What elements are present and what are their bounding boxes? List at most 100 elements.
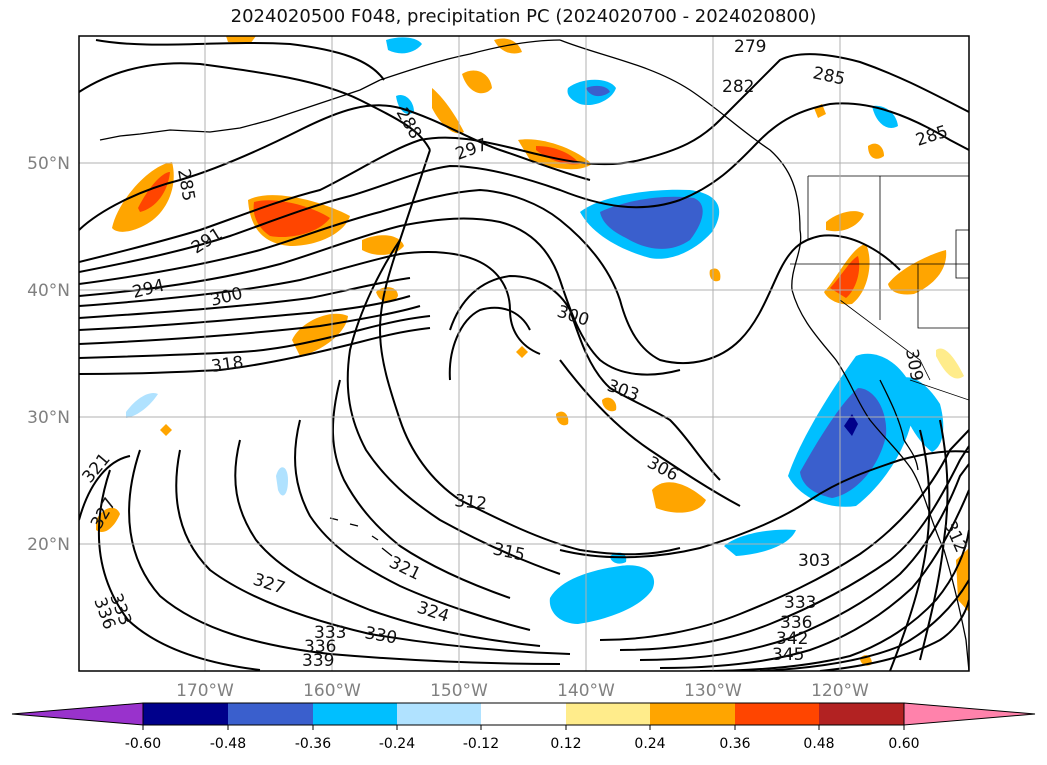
colorbar-frame	[142, 702, 905, 726]
precip-positive-region	[709, 268, 721, 282]
contour-line	[346, 239, 561, 575]
precip-negative-region	[898, 377, 944, 452]
precip-positive-region	[376, 287, 398, 303]
colorbar-segment	[735, 703, 819, 725]
alaska-coast	[379, 39, 561, 81]
contour-line	[79, 315, 431, 359]
precip-negative-region	[276, 467, 288, 496]
contour-line	[449, 274, 721, 481]
colorbar-segment	[650, 703, 735, 725]
colorbar-tick-label: 0.48	[803, 736, 834, 752]
state-border	[839, 299, 931, 381]
contour-line	[699, 529, 969, 671]
colorbar-segment	[313, 703, 397, 725]
contour-label: 339	[302, 651, 334, 671]
us-mexico-border	[909, 379, 969, 401]
contour-line	[79, 217, 681, 376]
precip-negative-region	[386, 37, 422, 54]
contour-line	[79, 102, 969, 273]
contour-line	[599, 429, 969, 641]
colorbar-tick-label: 0.60	[888, 736, 919, 752]
contour-line	[175, 449, 571, 655]
lon-label: 120°W	[811, 681, 869, 701]
contour-line	[98, 469, 261, 671]
state-border	[955, 229, 969, 279]
precip-positive-core	[253, 200, 330, 238]
precip-positive-region	[516, 346, 528, 358]
colorbar-tick-labels: -0.60 -0.48 -0.36 -0.24 -0.12 0.12 0.24 …	[125, 736, 920, 752]
contour-label: 336	[304, 637, 336, 657]
political-boundaries	[790, 175, 969, 401]
contour-label: 279	[734, 37, 766, 57]
lat-label: 30°N	[27, 408, 70, 428]
lon-labels: 170°W 160°W 150°W 140°W 130°W 120°W	[176, 681, 869, 701]
hawaii-islands	[329, 517, 393, 557]
colorbar-tick-marks	[142, 725, 905, 730]
precip-negative-region	[396, 94, 414, 115]
precip-negative-region	[126, 392, 158, 418]
colorbar-tick-label: 0.12	[550, 736, 581, 752]
precip-positive-core	[830, 256, 860, 298]
contour-line	[889, 429, 931, 671]
colorbar-tick-label: 0.36	[719, 736, 750, 752]
contour-label: 342	[776, 629, 808, 649]
colorbar-segment	[397, 703, 481, 725]
contour-line	[128, 449, 561, 665]
precip-positive-region	[160, 424, 172, 436]
contour-label: 312	[453, 491, 487, 514]
precip-negative-region	[549, 565, 655, 624]
contour-line	[79, 188, 901, 364]
contour-line	[448, 306, 531, 381]
contour-line	[79, 327, 431, 375]
contour-line	[919, 419, 949, 661]
precip-positive-region	[96, 507, 120, 533]
colorbar-tick-label: 0.24	[634, 736, 665, 752]
precip-positive-region	[462, 70, 492, 94]
contour-line	[79, 104, 591, 231]
contour-line	[819, 599, 969, 671]
precip-positive-region	[868, 143, 884, 159]
lat-label: 40°N	[27, 281, 70, 301]
contour-line	[95, 39, 385, 81]
contour-line	[331, 379, 511, 599]
colorbar-segment	[819, 703, 904, 725]
colorbar-tick-label: -0.60	[125, 736, 161, 752]
contour-line	[234, 439, 541, 647]
lat-label: 50°N	[27, 154, 70, 174]
precip-positive-core	[536, 146, 580, 165]
colorbar-segment	[143, 703, 228, 725]
lat-label: 20°N	[27, 535, 70, 555]
map-frame	[78, 35, 970, 672]
contour-line	[79, 62, 431, 151]
precip-positive-region	[494, 38, 522, 54]
precip-negative-region	[724, 529, 796, 556]
colorbar-segment	[566, 703, 650, 725]
lon-label: 160°W	[303, 681, 361, 701]
contour-label: 345	[772, 645, 804, 665]
precip-negative-core	[586, 85, 610, 97]
contour-line	[79, 305, 421, 345]
colorbar-tick-label: -0.36	[295, 736, 331, 752]
contour-line	[79, 53, 969, 263]
precip-negative-core	[600, 196, 703, 249]
precip-negative-region	[872, 105, 898, 128]
colorbar-tick-label: -0.48	[210, 736, 246, 752]
lon-label: 140°W	[557, 681, 615, 701]
precip-negative-core	[800, 388, 887, 498]
gridlines	[79, 36, 969, 671]
contour-line	[559, 450, 969, 559]
precip-positive-region	[826, 211, 864, 232]
contour-line	[294, 419, 531, 631]
lon-label: 170°W	[176, 681, 234, 701]
colorbar-extend-low	[11, 702, 144, 726]
contour-line	[659, 489, 969, 669]
colorbar: -0.60 -0.48 -0.36 -0.24 -0.12 0.12 0.24 …	[11, 702, 1036, 752]
contour-label: 336	[780, 613, 812, 633]
contour-label: 303	[798, 551, 830, 571]
aleutian-islands	[99, 79, 381, 141]
map-title: 2024020500 F048, precipitation PC (20240…	[230, 6, 817, 27]
contour-line	[79, 455, 131, 521]
lon-label: 150°W	[430, 681, 488, 701]
contour-label: 333	[784, 593, 816, 613]
